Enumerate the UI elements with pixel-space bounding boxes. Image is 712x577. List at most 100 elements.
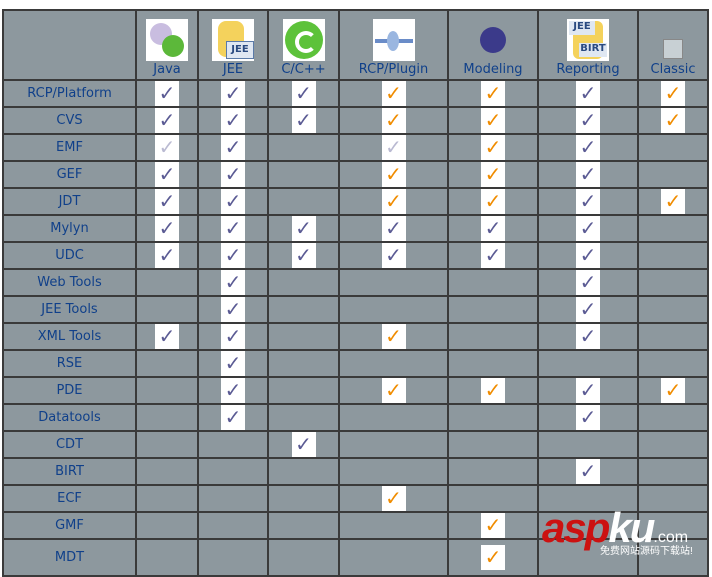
feature-cell	[637, 484, 709, 513]
feature-cell	[338, 268, 449, 297]
feature-name: Datatools	[2, 403, 137, 432]
feature-cell	[447, 430, 539, 459]
checkmark-icon: ✓	[155, 216, 179, 241]
reporting-package-icon: JEE BIRT	[567, 19, 609, 61]
feature-cell	[197, 538, 269, 577]
table-row: EMF ✓ ✓ ✓ ✓ ✓	[2, 133, 709, 162]
table-row: CDT ✓	[2, 430, 709, 459]
feature-cell	[267, 538, 340, 577]
checkmark-icon: ✓	[381, 189, 406, 214]
feature-cell: ✓	[537, 106, 639, 135]
feature-cell	[267, 511, 340, 540]
feature-cell	[267, 322, 340, 351]
checkmark-icon: ✓	[481, 378, 505, 403]
feature-cell	[197, 430, 269, 459]
feature-cell	[135, 484, 199, 513]
feature-cell: ✓	[197, 187, 269, 216]
feature-cell: ✓	[537, 403, 639, 432]
checkmark-icon: ✓	[661, 189, 685, 214]
table-row: UDC ✓ ✓ ✓ ✓ ✓ ✓	[2, 241, 709, 270]
checkmark-icon: ✓	[221, 108, 245, 133]
feature-cell	[135, 295, 199, 324]
table-row: Web Tools ✓ ✓	[2, 268, 709, 297]
feature-cell: ✓	[637, 79, 709, 108]
feature-name: GEF	[2, 160, 137, 189]
feature-name: GMF	[2, 511, 137, 540]
feature-cell	[267, 457, 340, 486]
feature-cell	[135, 376, 199, 405]
modeling-package-icon	[472, 19, 514, 61]
checkmark-icon: ✓	[221, 297, 245, 322]
checkmark-icon: ✓	[291, 81, 316, 106]
checkmark-icon: ✓	[576, 162, 600, 187]
table-row: GMF ✓	[2, 511, 709, 540]
table-row: JEE Tools ✓ ✓	[2, 295, 709, 324]
column-header-java: Java	[135, 9, 199, 81]
feature-cell	[338, 295, 449, 324]
feature-cell	[637, 295, 709, 324]
checkmark-icon: ✓	[381, 378, 406, 403]
feature-cell	[338, 403, 449, 432]
feature-cell	[637, 457, 709, 486]
watermark-tagline: 免费网站源码下载站!	[600, 546, 693, 557]
feature-cell	[537, 430, 639, 459]
feature-name: RCP/Platform	[2, 79, 137, 108]
feature-cell: ✓	[447, 187, 539, 216]
watermark-domain: .com	[653, 529, 689, 546]
checkmark-icon: ✓	[155, 324, 179, 349]
feature-cell: ✓	[338, 133, 449, 162]
feature-cell: ✓	[447, 241, 539, 270]
table-row: GEF ✓ ✓ ✓ ✓ ✓	[2, 160, 709, 189]
feature-cell	[338, 430, 449, 459]
feature-cell: ✓	[537, 187, 639, 216]
feature-cell: ✓	[338, 106, 449, 135]
feature-cell: ✓	[637, 106, 709, 135]
feature-cell: ✓	[537, 214, 639, 243]
checkmark-icon: ✓	[576, 378, 600, 403]
feature-name: BIRT	[2, 457, 137, 486]
feature-cell: ✓	[338, 214, 449, 243]
table-row: ECF ✓	[2, 484, 709, 513]
checkmark-icon: ✓	[221, 270, 245, 295]
package-label: Modeling	[463, 62, 523, 77]
feature-name: ECF	[2, 484, 137, 513]
feature-cell	[637, 403, 709, 432]
feature-cell	[197, 457, 269, 486]
feature-name: Web Tools	[2, 268, 137, 297]
checkmark-icon: ✓	[481, 243, 505, 268]
checkmark-icon: ✓	[576, 243, 600, 268]
feature-cell	[197, 484, 269, 513]
checkmark-icon: ✓	[291, 432, 316, 457]
feature-cell	[135, 430, 199, 459]
checkmark-icon: ✓	[155, 189, 179, 214]
table-row: RSE ✓	[2, 349, 709, 378]
feature-name: UDC	[2, 241, 137, 270]
feature-cell	[267, 349, 340, 378]
column-header-rcp-plugin: RCP/Plugin	[338, 9, 449, 81]
checkmark-icon: ✓	[381, 81, 406, 106]
package-label: RCP/Plugin	[358, 62, 429, 77]
checkmark-icon: ✓	[481, 81, 505, 106]
feature-cell	[637, 241, 709, 270]
checkmark-icon: ✓	[381, 108, 406, 133]
feature-cell: ✓	[537, 322, 639, 351]
feature-cell: ✓	[338, 160, 449, 189]
table-row: JDT ✓ ✓ ✓ ✓ ✓ ✓	[2, 187, 709, 216]
feature-cell: ✓	[447, 160, 539, 189]
feature-name: JDT	[2, 187, 137, 216]
feature-cell	[447, 484, 539, 513]
feature-cell	[637, 322, 709, 351]
table-row: Datatools ✓ ✓	[2, 403, 709, 432]
feature-cell	[135, 349, 199, 378]
feature-name: PDE	[2, 376, 137, 405]
feature-cell: ✓	[338, 79, 449, 108]
feature-cell	[197, 511, 269, 540]
checkmark-icon: ✓	[221, 135, 245, 160]
checkmark-icon: ✓	[155, 108, 179, 133]
package-label: Classic	[650, 62, 696, 77]
table-row: RCP/Platform ✓ ✓ ✓ ✓ ✓ ✓ ✓	[2, 79, 709, 108]
feature-cell: ✓	[135, 79, 199, 108]
feature-cell: ✓	[197, 322, 269, 351]
feature-cell	[135, 457, 199, 486]
checkmark-icon: ✓	[576, 459, 600, 484]
